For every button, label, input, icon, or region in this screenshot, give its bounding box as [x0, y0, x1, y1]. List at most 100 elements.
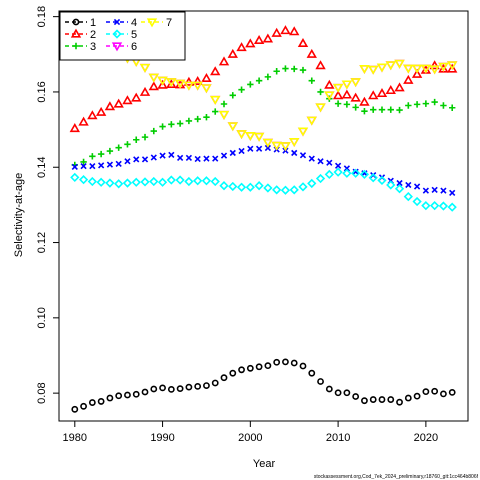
series-1-point	[88, 399, 96, 406]
series-5	[70, 167, 457, 212]
series-5-point	[342, 168, 352, 178]
series-2-point	[201, 72, 212, 82]
series-3-point	[370, 106, 377, 113]
series-7-point	[280, 142, 291, 152]
series-5-point	[377, 175, 387, 186]
series-7-point	[245, 132, 256, 142]
series-3-point	[282, 65, 289, 72]
series-7-point	[332, 83, 344, 93]
series-3-point	[334, 100, 342, 107]
series-1-point	[290, 359, 298, 367]
legend-item-2: 2	[65, 28, 96, 41]
series-2-point	[166, 79, 177, 89]
series-4-point	[159, 152, 166, 159]
series-1-point	[422, 388, 430, 396]
series-3-point	[255, 77, 263, 84]
series-2-point	[359, 96, 370, 106]
series-2-point	[403, 74, 414, 84]
series-3-point	[124, 141, 131, 148]
series-3-point	[291, 65, 298, 73]
legend-marker	[72, 18, 80, 26]
series-3-point	[247, 81, 254, 88]
series-3-point	[264, 73, 272, 81]
series-1-point	[203, 382, 210, 390]
series-1-point	[308, 369, 316, 377]
legend-marker	[72, 42, 80, 50]
series-3-point	[115, 144, 122, 151]
series-5-point	[184, 176, 194, 187]
series-7-point	[157, 76, 168, 86]
series-2-point	[447, 63, 458, 73]
series-3-point	[378, 106, 386, 113]
ticks-group: 1980 1990 2000 2010 2020 0.08 0.10 0.12 0.14 0.16…	[36, 6, 438, 444]
series-2-point	[289, 26, 300, 36]
legend-item-1: 1	[65, 17, 96, 29]
x-tick-label: 1990	[150, 432, 174, 444]
series-2-point	[368, 90, 379, 100]
legend-item-7: 7	[141, 17, 172, 29]
series-3-point	[229, 92, 236, 99]
series-4-point	[212, 155, 219, 162]
series-5-point	[394, 184, 405, 194]
series-5-point	[430, 201, 440, 211]
series-5-point	[201, 176, 212, 186]
series-3-point	[212, 108, 219, 115]
series-4-point	[106, 161, 114, 168]
series-2-point	[280, 25, 291, 35]
series-4-point	[291, 149, 298, 157]
legend-item-4: 4	[106, 17, 137, 29]
series-2-point	[131, 92, 142, 102]
series-2-point	[139, 86, 151, 96]
series-2-point	[262, 33, 274, 43]
series-1-point	[299, 362, 307, 370]
series-1-point	[431, 387, 439, 395]
series-5-point	[359, 169, 370, 180]
legend-label: 4	[131, 17, 137, 29]
legend-item-5: 5	[106, 29, 137, 41]
series-2-point	[113, 98, 124, 108]
series-2-point	[210, 66, 221, 76]
series-1-point	[273, 358, 281, 366]
series-5-point	[236, 182, 247, 192]
series-5-point	[210, 176, 220, 187]
series-3-point	[273, 68, 280, 75]
x-tick-label: 2000	[238, 432, 262, 444]
series-3-point	[405, 102, 412, 109]
series-5-point	[166, 175, 176, 185]
series-4-point	[405, 181, 412, 189]
series-3-point	[238, 86, 245, 93]
series-1-point	[106, 394, 114, 402]
series-4-point	[150, 154, 157, 161]
series-1-point	[194, 382, 202, 390]
series-7-point	[174, 79, 186, 89]
y-axis-label: Selectivity-at-age	[13, 173, 25, 257]
series-4-point	[431, 186, 438, 193]
series-4-point	[229, 149, 236, 157]
series-3-point	[431, 98, 438, 106]
series-2-point	[245, 38, 256, 48]
legend-item-6: 6	[106, 41, 137, 53]
series-1-point	[440, 390, 447, 398]
series-3-point	[133, 136, 140, 143]
series-5-point	[289, 185, 299, 195]
series-4-point	[413, 183, 421, 190]
series-7-point	[139, 63, 151, 73]
series-7-point	[420, 64, 432, 74]
series-3-point	[194, 115, 201, 123]
series-1-point	[255, 363, 263, 371]
series-7-point	[201, 84, 212, 94]
series-5-point	[368, 173, 378, 183]
series-5-point	[351, 168, 361, 178]
series-1-point	[264, 362, 272, 370]
series-3-point	[413, 101, 421, 108]
series-4-point	[71, 163, 78, 170]
series-3-point	[449, 104, 456, 111]
series-7-point	[192, 81, 203, 91]
series-4-point	[133, 156, 140, 163]
series-7-point	[148, 73, 159, 83]
series-7-point	[315, 103, 326, 113]
series-1-point	[176, 385, 184, 393]
series-7-point	[438, 62, 449, 72]
legend-marker	[146, 18, 158, 28]
series-1-point	[325, 385, 333, 393]
